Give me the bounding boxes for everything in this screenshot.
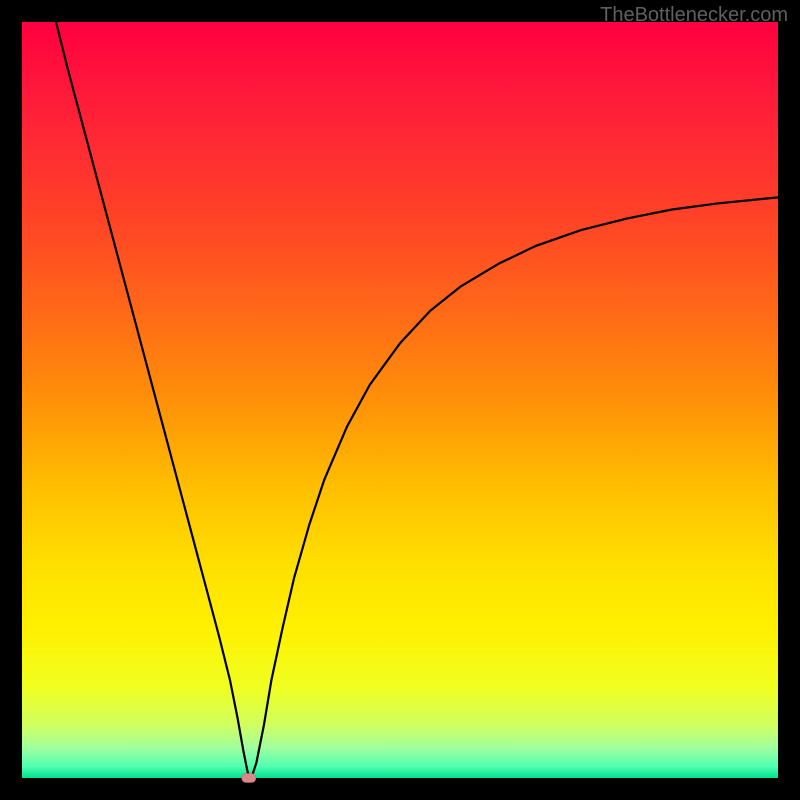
bottleneck-chart: TheBottlenecker.com: [0, 0, 800, 800]
attribution-label: TheBottlenecker.com: [600, 4, 788, 27]
chart-svg: [0, 0, 800, 800]
